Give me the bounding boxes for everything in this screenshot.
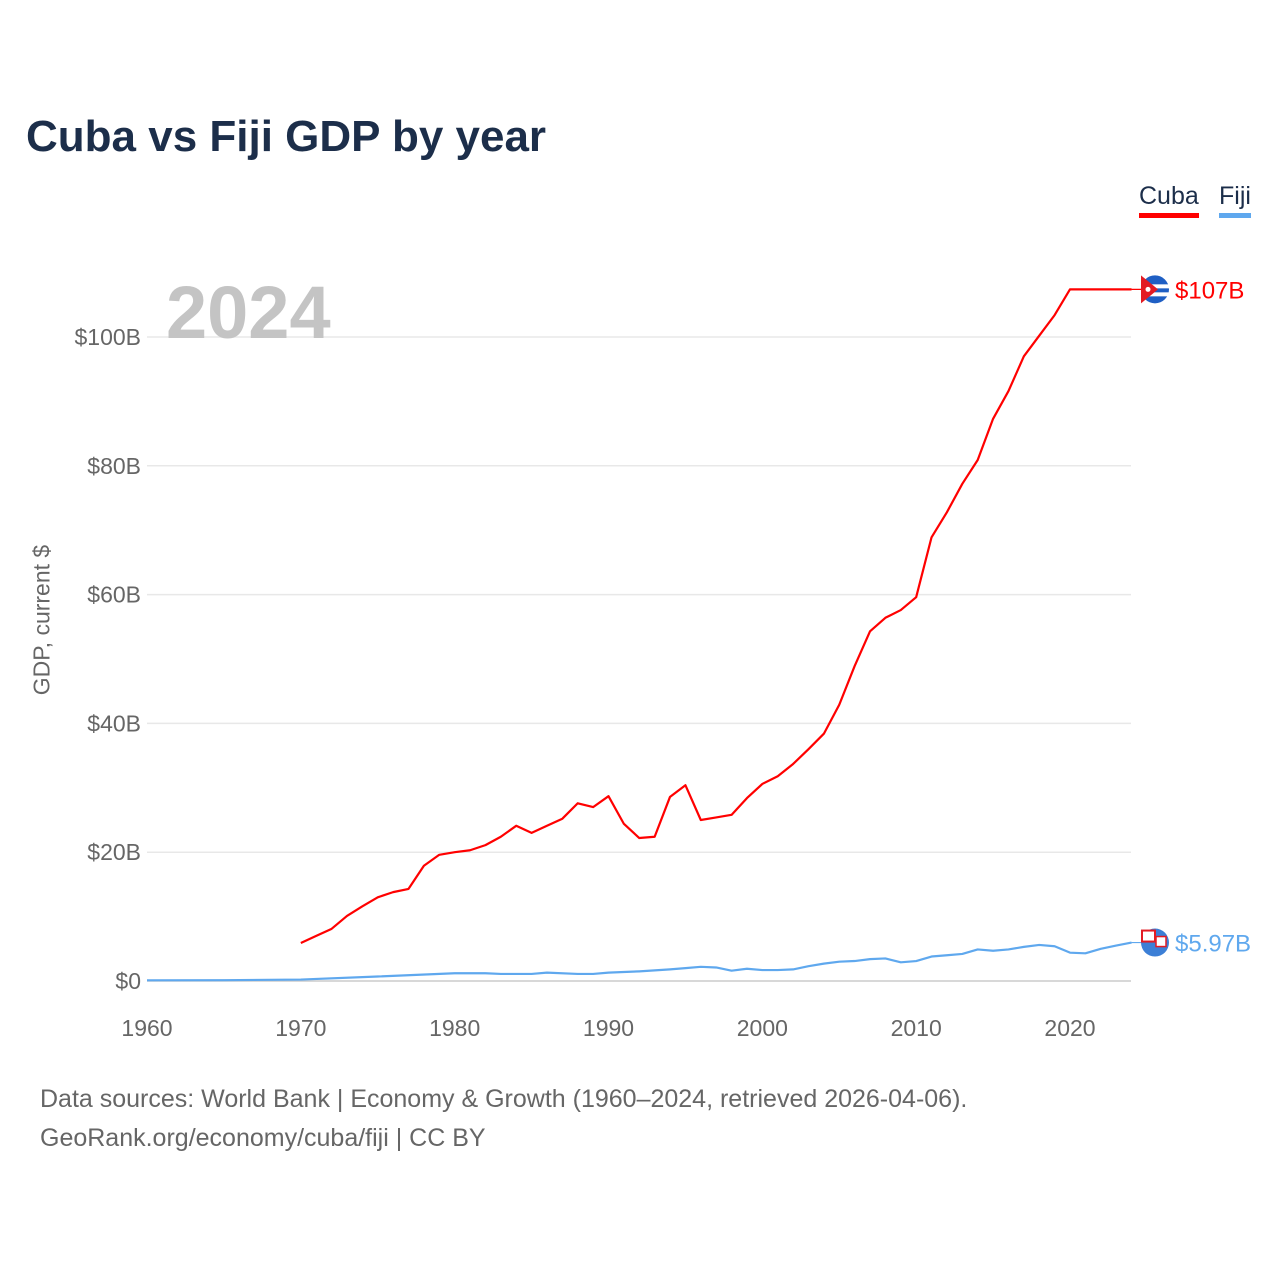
series-line-cuba [300, 288, 1132, 945]
flag-star [1145, 286, 1151, 292]
y-tick-label: $60B [87, 582, 141, 608]
flag-icon-fiji [1141, 928, 1169, 957]
y-tick-label: $0 [115, 968, 141, 994]
end-label-cuba: $107B [1175, 277, 1244, 304]
flag-canton [1141, 929, 1156, 943]
x-tick-label: 1990 [583, 1015, 634, 1041]
series-line-fiji [146, 941, 1132, 982]
legend-item-cuba[interactable]: Cuba [1139, 182, 1199, 218]
x-tick-label: 1970 [275, 1015, 326, 1041]
flag-stripe [1141, 284, 1169, 289]
x-tick-label: 1960 [121, 1015, 172, 1041]
y-tick-label: $20B [87, 839, 141, 865]
flag-stripe [1141, 292, 1169, 297]
source-text: Data sources: World Bank | Economy & Gro… [40, 1085, 968, 1113]
x-tick-label: 2010 [891, 1015, 942, 1041]
y-tick-label: $40B [87, 710, 141, 736]
year-label: 2024 [166, 271, 331, 354]
end-label-fiji: $5.97B [1175, 931, 1251, 958]
x-tick-label: 2020 [1044, 1015, 1095, 1041]
flag-shield [1155, 935, 1167, 948]
x-tick-label: 2000 [737, 1015, 788, 1041]
chart-title: Cuba vs Fiji GDP by year [26, 112, 547, 161]
source-url: GeoRank.org/economy/cuba/fiji | CC BY [40, 1124, 486, 1152]
y-tick-label: $80B [87, 453, 141, 479]
legend-item-fiji[interactable]: Fiji [1219, 182, 1251, 218]
y-tick-label: $100B [74, 324, 141, 350]
flag-icon-cuba [1141, 275, 1169, 304]
x-tick-label: 1980 [429, 1015, 480, 1041]
